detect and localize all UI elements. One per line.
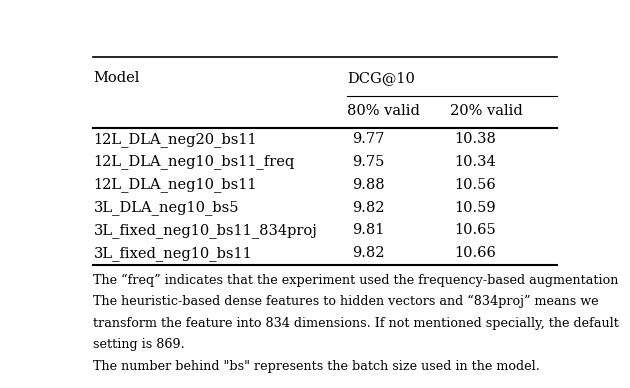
Text: 12L_DLA_neg10_bs11: 12L_DLA_neg10_bs11 (93, 177, 257, 192)
Text: 10.66: 10.66 (455, 246, 496, 260)
Text: 12L_DLA_neg10_bs11_freq: 12L_DLA_neg10_bs11_freq (93, 154, 295, 170)
Text: 9.82: 9.82 (352, 246, 385, 260)
Text: 80% valid: 80% valid (347, 104, 420, 118)
Text: The number behind "bs" represents the batch size used in the model.: The number behind "bs" represents the ba… (93, 360, 541, 372)
Text: 20% valid: 20% valid (450, 104, 522, 118)
Text: 12L_DLA_neg20_bs11: 12L_DLA_neg20_bs11 (93, 132, 257, 147)
Text: 3L_fixed_neg10_bs11_834proj: 3L_fixed_neg10_bs11_834proj (93, 223, 318, 238)
Text: DCG@10: DCG@10 (347, 71, 415, 85)
Text: The “freq” indicates that the experiment used the frequency-based augmentation: The “freq” indicates that the experiment… (93, 274, 619, 287)
Text: transform the feature into 834 dimensions. If not mentioned specially, the defau: transform the feature into 834 dimension… (93, 317, 619, 330)
Text: The heuristic-based dense features to hidden vectors and “834proj” means we: The heuristic-based dense features to hi… (93, 295, 599, 308)
Text: 9.81: 9.81 (352, 223, 384, 237)
Text: 10.34: 10.34 (455, 155, 496, 169)
Text: 9.88: 9.88 (352, 178, 385, 192)
Text: Model: Model (93, 71, 140, 85)
Text: 10.59: 10.59 (455, 201, 496, 215)
Text: 9.75: 9.75 (352, 155, 384, 169)
Text: 10.65: 10.65 (455, 223, 496, 237)
Text: 10.38: 10.38 (455, 132, 496, 146)
Text: 9.77: 9.77 (352, 132, 384, 146)
Text: 3L_DLA_neg10_bs5: 3L_DLA_neg10_bs5 (93, 200, 239, 215)
Text: 9.82: 9.82 (352, 201, 385, 215)
Text: setting is 869.: setting is 869. (93, 338, 185, 351)
Text: 10.56: 10.56 (455, 178, 496, 192)
Text: 3L_fixed_neg10_bs11: 3L_fixed_neg10_bs11 (93, 246, 252, 261)
